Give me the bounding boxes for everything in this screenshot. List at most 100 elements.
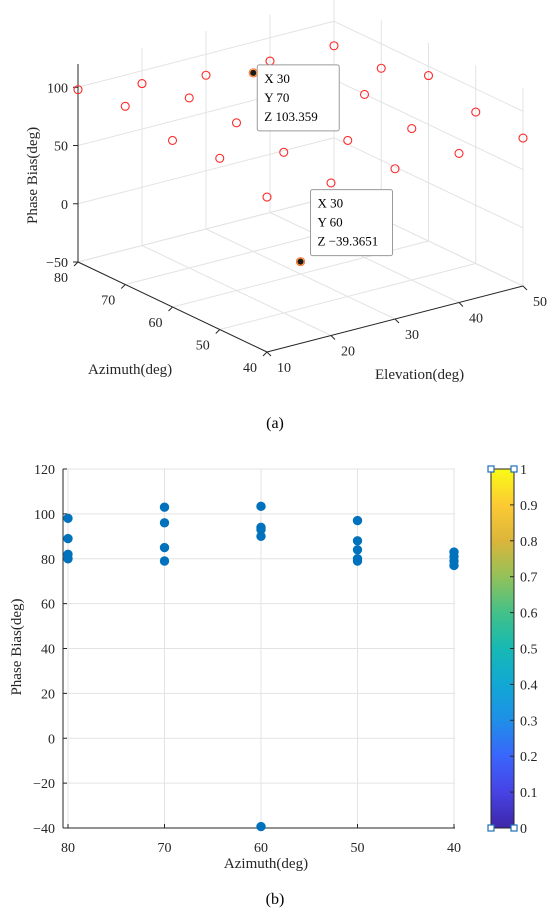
y-tick-label: 60 [41,598,55,613]
y-tick-mark [120,284,126,289]
x-tick-mark [266,351,272,357]
data-point [137,79,147,89]
data-point [201,70,211,80]
3d-z-axis-label: Phase Bias(deg) [25,127,41,224]
y-tick-label: −40 [33,822,55,837]
colorbar-handle [510,824,518,832]
colorbar: 0 0.1 0.2 0.3 0.4 0.5 0.6 0.7 0.8 0.9 1 [487,463,538,837]
data-point [63,513,73,524]
y-tick-label: 100 [34,508,55,523]
3d-x-axis-label: Elevation(deg) [375,367,464,383]
data-point [423,71,434,81]
3d-tick-labels: 10 20 30 40 50 40 50 60 70 80−50 0 50 100 [46,81,547,376]
colorbar-tick-label: 0.7 [520,571,538,586]
2d-x-axis-label: Azimuth(deg) [224,856,308,872]
colorbar-tick-label: 0.3 [520,714,538,729]
data-point [63,533,73,544]
data-point [256,501,266,512]
colorbar-tick-label: 0.9 [520,499,538,514]
x-tick-label: 70 [158,841,172,856]
y-tick-mark [262,351,268,357]
data-point [167,135,178,145]
data-point [256,531,266,542]
data-point [326,178,336,188]
chart-2d-scatter: 80 70 60 50 40 −40 −20 0 20 40 60 80 100 120 Azimuth(… [9,463,538,872]
colorbar-handle [487,465,495,473]
x-tick-label: 20 [341,345,355,360]
data-point [159,556,170,566]
3d-grid [77,0,524,353]
colorbar-tick-label: 0.2 [520,750,538,765]
data-point [407,124,417,134]
x-tick-mark [522,285,528,291]
colorbar-tick-label: 0.6 [520,607,538,622]
wall-gridline [77,195,335,263]
caption-b: (b) [266,891,285,908]
datatip-text: Z 103.359 [264,109,317,124]
y-tick-label: −20 [33,777,55,792]
data-point [159,518,170,528]
data-point [471,107,481,117]
datatip-box [256,64,340,132]
data-point [159,502,170,512]
datatip-text: X 30 [318,196,344,211]
y-tick-mark [215,329,221,334]
x-tick-label: 50 [533,295,547,310]
data-point [449,560,459,571]
datatip-marker [249,68,258,78]
colorbar-tick-label: 0.8 [520,535,538,550]
3d-datatips: X 30 Y 70 Z 103.359 X 30 Y 60 Z −39.3651 [249,64,393,266]
x-tick-label: 80 [61,841,75,856]
datatip-marker [296,257,305,266]
datatip-text: Z −39.3651 [318,234,379,249]
2d-tick-labels: 80 70 60 50 40 −40 −20 0 20 40 60 80 100 120 [33,463,461,856]
data-point [231,118,242,128]
x-tick-label: 30 [405,328,419,343]
x-tick-label: 10 [277,361,291,376]
x-tick-mark [330,335,336,340]
y-tick-label: 50 [196,339,210,354]
2d-data-points [63,501,459,832]
wall-gridline [333,20,524,112]
wall-gridline [333,79,524,170]
colorbar-tick-label: 1 [520,463,527,478]
colorbar-handle [510,465,518,473]
data-point [120,101,130,111]
data-point [184,93,194,103]
x-tick-mark [458,302,464,307]
data-point [518,133,528,143]
colorbar-tick-label: 0 [520,822,527,837]
datatip-box [310,189,393,257]
y-tick-label: 0 [48,732,55,747]
y-tick-label: 40 [41,643,55,658]
data-point [256,821,266,832]
y-tick-label: 120 [34,463,55,478]
colorbar-handle [487,824,495,832]
y-tick-label: 60 [149,316,163,331]
x-tick-label: 60 [254,841,268,856]
z-tick-label: −50 [46,256,68,271]
colorbar-tick-label: 0.5 [520,643,538,658]
data-point [352,545,363,555]
colorbar-tick-label: 0.1 [520,786,538,801]
data-point [159,542,170,553]
y-tick-label: 40 [243,361,257,376]
y-tick-label: 80 [41,553,55,568]
z-tick-label: 50 [54,140,68,155]
caption-a: (a) [266,415,284,432]
data-point [352,556,363,566]
data-point [359,89,370,99]
data-point [63,554,73,564]
x-tick-mark [394,318,400,324]
data-point [390,164,400,174]
data-point [73,85,83,95]
x-tick-label: 40 [447,841,461,856]
2d-y-axis-label: Phase Bias(deg) [9,598,25,695]
data-point [454,148,464,158]
y-tick-mark [73,261,79,267]
z-tick-label: 0 [61,198,68,213]
floor-gridline [219,263,476,330]
y-tick-mark [168,306,173,312]
3d-y-axis-label: Azimuth(deg) [88,362,172,378]
